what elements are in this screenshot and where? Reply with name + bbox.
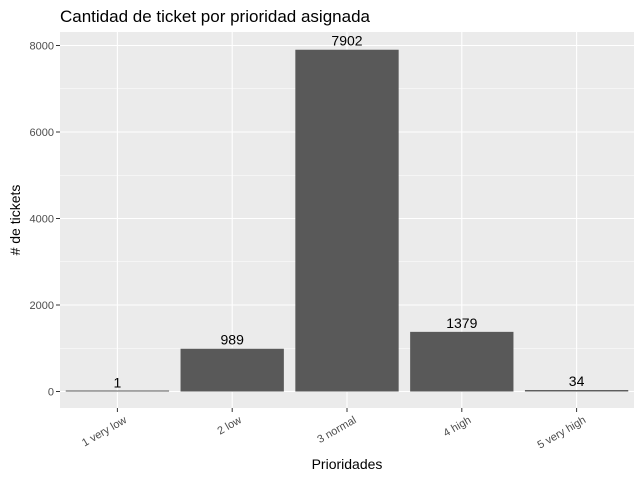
y-tick-label: 0: [48, 387, 54, 399]
y-tick-label: 8000: [30, 41, 54, 53]
bar-labels: 1 989 7902 1379 34: [114, 33, 585, 391]
bar: [524, 390, 629, 392]
bar-value-label: 34: [569, 373, 585, 389]
bar-value-label: 1379: [446, 315, 477, 331]
y-tick-label: 6000: [30, 127, 54, 139]
x-tick-label: 2 low: [215, 414, 243, 437]
y-tick-label: 4000: [30, 214, 54, 226]
bar: [295, 49, 399, 392]
bar-value-label: 989: [221, 332, 245, 348]
x-axis-title: Prioridades: [312, 456, 383, 472]
bar: [180, 348, 284, 392]
bar: [410, 331, 514, 392]
chart-title: Cantidad de ticket por prioridad asignad…: [60, 7, 371, 26]
y-axis: 0 2000 4000 6000 8000: [30, 41, 60, 399]
x-tick-label: 1 very low: [80, 414, 129, 449]
bar: [65, 390, 170, 392]
x-tick-label: 3 normal: [315, 414, 358, 446]
x-tick-label: 5 very high: [535, 414, 588, 451]
x-axis: 1 very low 2 low 3 normal 4 high 5 very high: [80, 408, 588, 452]
bar-value-label: 7902: [331, 33, 362, 49]
y-axis-title: # de tickets: [7, 185, 23, 256]
y-tick-label: 2000: [30, 300, 54, 312]
bar-value-label: 1: [114, 374, 122, 390]
bars: [65, 49, 629, 392]
x-tick-label: 4 high: [441, 414, 473, 439]
